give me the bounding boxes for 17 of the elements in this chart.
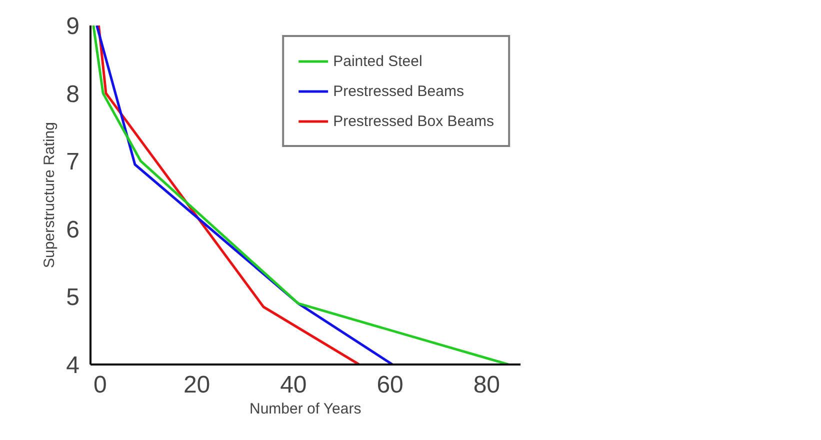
y-tick-label: 6 [66,216,80,244]
x-tick-label: 40 [280,372,307,398]
y-axis-title: Superstructure Rating [41,122,58,268]
x-tick-label: 80 [473,372,500,398]
y-tick-label: 8 [66,80,80,108]
y-tick-label: 4 [66,352,80,379]
legend-label: Prestressed Beams [333,82,464,100]
line-series [92,26,510,364]
legend-label: Prestressed Box Beams [333,112,494,130]
y-tick-label: 9 [66,13,80,40]
x-tick-label: 0 [93,372,107,398]
legend-label: Painted Steel [333,52,422,70]
x-tick-label: 60 [376,372,404,398]
y-tick-label: 5 [66,284,80,312]
x-tick-label: 20 [183,372,210,398]
y-tick-label: 7 [66,148,80,176]
x-axis-title: Number of Years [250,400,362,418]
